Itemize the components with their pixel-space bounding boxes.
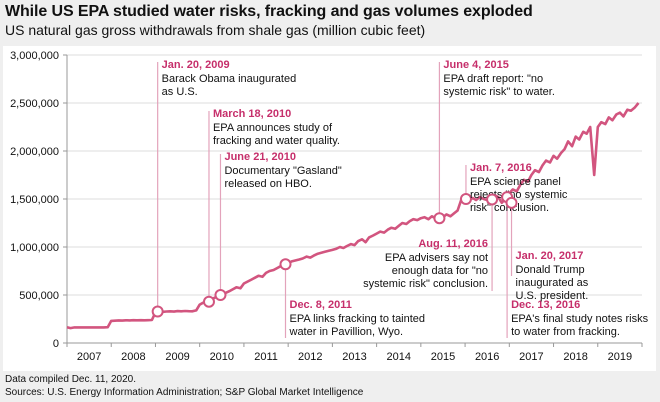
x-tick-label: 2015: [431, 351, 455, 363]
y-tick-label: 1,500,000: [10, 194, 59, 206]
x-tick-label: 2010: [210, 351, 234, 363]
annotation-text: systemic risk" conclusion.: [363, 278, 488, 290]
annotation-text: to water from fracking.: [511, 326, 620, 338]
event-marker: [214, 289, 227, 301]
event-marker: [459, 193, 472, 205]
annotation-text: EPA announces study of: [213, 122, 333, 134]
event-marker: [505, 196, 518, 209]
annotation-text: EPA draft report: "no: [443, 73, 543, 85]
x-tick-label: 2019: [608, 351, 632, 363]
y-tick-label: 500,000: [19, 290, 59, 302]
annotation-date: Dec. 13, 2016: [511, 299, 580, 311]
annotation-text: systemic risk" to water.: [443, 86, 554, 98]
annotation-date: Aug. 11, 2016: [418, 238, 488, 250]
x-tick-label: 2011: [254, 351, 278, 363]
y-tick-label: 0: [53, 338, 59, 350]
annotation-date: Jan. 20, 2017: [516, 250, 584, 262]
footer-sources: Sources: U.S. Energy Information Adminis…: [5, 387, 364, 398]
x-tick-label: 2016: [475, 351, 499, 363]
annotation-date: June 4, 2015: [443, 59, 508, 71]
y-tick-label: 2,000,000: [10, 146, 59, 158]
y-tick-label: 3,000,000: [10, 50, 59, 62]
x-tick-label: 2017: [519, 351, 543, 363]
chart-title: While US EPA studied water risks, fracki…: [5, 3, 533, 20]
line-chart: 0 500,000 1,000,000 1,500,000 2,000,000 2,500…: [10, 50, 649, 363]
x-tick-label: 2013: [342, 351, 366, 363]
x-tick-label: 2009: [165, 351, 189, 363]
annotation-text: EPA science panel: [470, 176, 561, 188]
annotation-date: March 18, 2010: [213, 108, 291, 120]
event-marker: [151, 305, 164, 318]
annotation-text: Donald Trump: [516, 264, 585, 276]
annotation-text: EPA advisers say not: [385, 252, 488, 264]
annotation-text: enough data for "no: [392, 265, 488, 277]
annotation-text: fracking and water quality.: [213, 135, 340, 147]
annotation-text: EPA links fracking to tainted: [290, 313, 426, 325]
chart-area: 0 500,000 1,000,000 1,500,000 2,000,000 2,500…: [3, 46, 656, 371]
x-tick-label: 2012: [298, 351, 322, 363]
annotation-text: inaugurated as: [516, 277, 589, 289]
annotation-text: Barack Obama inaugurated: [162, 73, 297, 85]
annotation-date: Jan. 20, 2009: [162, 59, 230, 71]
annotation-text: as U.S.: [162, 86, 198, 98]
x-tick-label: 2014: [386, 351, 410, 363]
x-tick-label: 2008: [121, 351, 145, 363]
annotation-text: EPA's final study notes risks: [511, 313, 649, 325]
annotation-date: Jan. 7, 2016: [470, 162, 532, 174]
annotation-text: U.S. president.: [516, 290, 589, 302]
x-tick-label: 2018: [563, 351, 587, 363]
event-marker: [202, 295, 215, 308]
chart-subtitle: US natural gas gross withdrawals from sh…: [5, 22, 426, 38]
annotation-date: Dec. 8, 2011: [290, 299, 352, 311]
annotation-text: Documentary "Gasland": [224, 165, 341, 177]
event-marker: [486, 193, 499, 206]
y-tick-label: 1,000,000: [10, 242, 59, 254]
x-tick-label: 2007: [77, 351, 101, 363]
annotation-text: water in Pavillion, Wyo.: [289, 326, 404, 338]
y-tick-label: 2,500,000: [10, 98, 59, 110]
annotation-text: rejects "no systemic: [470, 189, 568, 201]
annotation-date: June 21, 2010: [224, 151, 296, 163]
event-marker: [279, 258, 292, 271]
event-marker: [433, 212, 446, 225]
annotation-text: released on HBO.: [224, 178, 311, 190]
footer-note: Data compiled Dec. 11, 2020.: [5, 374, 137, 385]
